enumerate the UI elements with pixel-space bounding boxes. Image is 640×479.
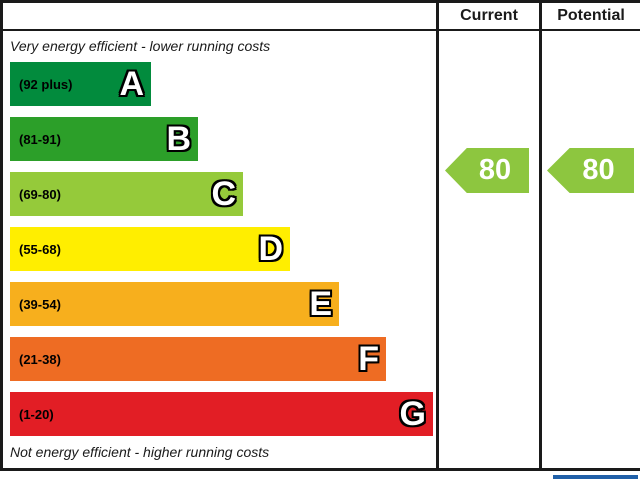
band-range-label: (21-38) bbox=[19, 351, 61, 367]
band-bar-f: (21-38) F bbox=[10, 337, 386, 381]
band-letter: A bbox=[119, 65, 144, 103]
band-bar-b: (81-91) B bbox=[10, 117, 198, 161]
band-letter: E bbox=[309, 285, 332, 323]
potential-column-divider bbox=[539, 0, 542, 471]
band-range-label: (55-68) bbox=[19, 241, 61, 257]
band-letter: F bbox=[358, 340, 379, 378]
band-row-b: (81-91) B bbox=[10, 117, 436, 161]
potential-rating-arrow: 80 bbox=[547, 148, 634, 193]
current-rating-arrow: 80 bbox=[445, 148, 529, 193]
band-range-label: (81-91) bbox=[19, 131, 61, 147]
band-row-f: (21-38) F bbox=[10, 337, 436, 381]
band-letter: G bbox=[399, 395, 426, 433]
band-row-e: (39-54) E bbox=[10, 282, 436, 326]
band-row-a: (92 plus) A bbox=[10, 62, 436, 106]
band-row-g: (1-20) G bbox=[10, 392, 436, 436]
potential-rating-value: 80 bbox=[582, 154, 615, 186]
band-range-label: (1-20) bbox=[19, 406, 54, 422]
band-bar-a: (92 plus) A bbox=[10, 62, 151, 106]
band-letter: B bbox=[166, 120, 191, 158]
band-row-c: (69-80) C bbox=[10, 172, 436, 216]
current-rating-value: 80 bbox=[478, 154, 512, 186]
chart-left-border bbox=[0, 0, 3, 471]
band-row-d: (55-68) D bbox=[10, 227, 436, 271]
band-bar-e: (39-54) E bbox=[10, 282, 339, 326]
chart-top-border bbox=[0, 0, 640, 3]
potential-column-header: Potential bbox=[557, 7, 625, 24]
header-divider-line bbox=[0, 29, 640, 31]
rating-bands: (92 plus) A (81-91) B (69-80) C (55-68) … bbox=[10, 62, 436, 447]
current-column-divider bbox=[436, 0, 439, 471]
band-range-label: (69-80) bbox=[19, 186, 61, 202]
band-letter: C bbox=[211, 175, 236, 213]
bottom-caption: Not energy efficient - higher running co… bbox=[10, 444, 270, 460]
band-range-label: (39-54) bbox=[19, 296, 61, 312]
partial-blue-banner bbox=[553, 475, 638, 479]
band-bar-c: (69-80) C bbox=[10, 172, 243, 216]
band-bar-d: (55-68) D bbox=[10, 227, 290, 271]
chart-bottom-border bbox=[0, 468, 640, 471]
top-caption: Very energy efficient - lower running co… bbox=[10, 38, 271, 54]
band-letter: D bbox=[258, 230, 283, 268]
band-range-label: (92 plus) bbox=[19, 76, 73, 92]
current-column-header: Current bbox=[460, 7, 518, 24]
band-bar-g: (1-20) G bbox=[10, 392, 433, 436]
